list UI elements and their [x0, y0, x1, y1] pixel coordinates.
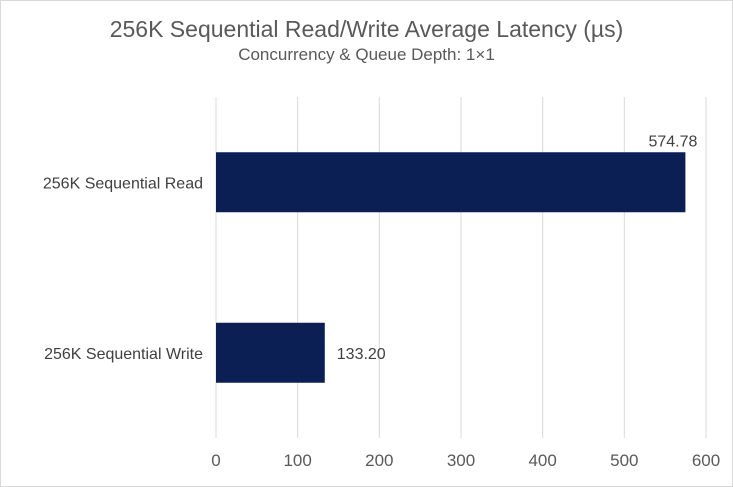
x-tick-label: 600	[692, 451, 720, 470]
bar	[216, 152, 686, 213]
chart-title: 256K Sequential Read/Write Average Laten…	[109, 16, 624, 42]
x-tick-label: 500	[610, 451, 638, 470]
data-label: 574.78	[648, 133, 697, 150]
x-tick-label: 100	[283, 451, 311, 470]
category-label: 256K Sequential Write	[44, 346, 203, 363]
chart-subtitle: Concurrency & Queue Depth: 1×1	[238, 45, 495, 64]
category-label: 256K Sequential Read	[43, 175, 203, 192]
x-tick-label: 300	[447, 451, 475, 470]
bar	[216, 322, 325, 383]
x-tick-label: 400	[528, 451, 556, 470]
x-tick-label: 200	[365, 451, 393, 470]
x-tick-label: 0	[211, 451, 220, 470]
data-label: 133.20	[337, 346, 386, 363]
